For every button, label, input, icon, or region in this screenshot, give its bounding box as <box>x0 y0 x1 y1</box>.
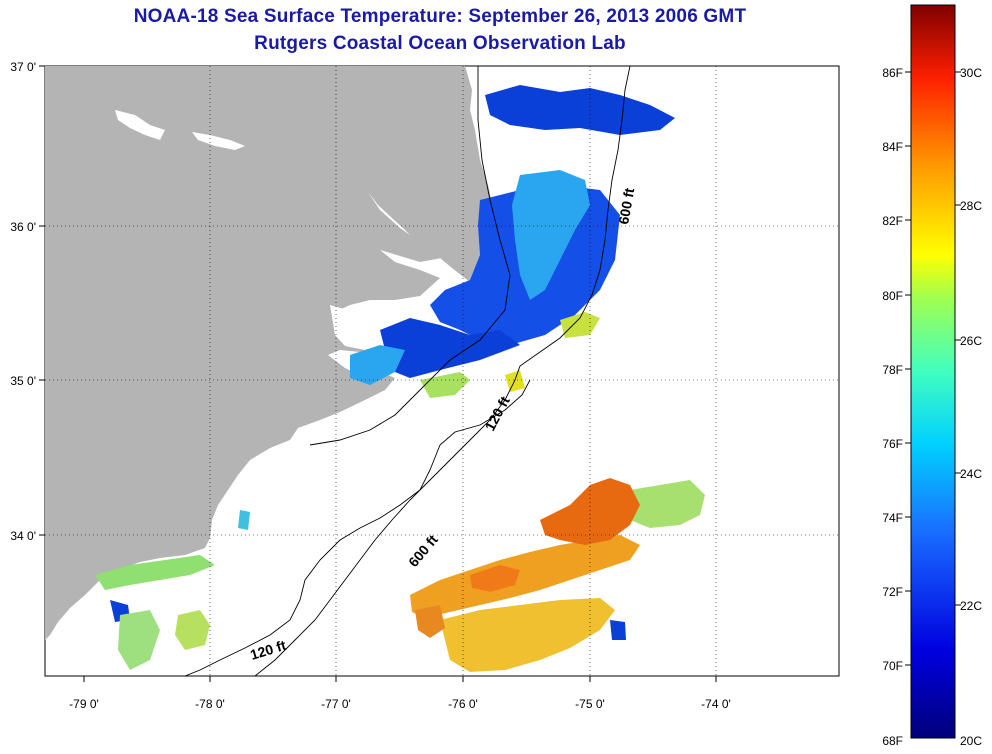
map-title: NOAA-18 Sea Surface Temperature: Septemb… <box>133 6 747 27</box>
colorbar-f-label: 70F <box>882 659 903 673</box>
sst-warm-patches <box>410 535 640 672</box>
colorbar-c-label: 22C <box>960 599 982 613</box>
isobath-lines <box>184 66 631 676</box>
colorbar-f-label: 68F <box>882 734 903 748</box>
colorbar-f-label: 78F <box>882 363 903 377</box>
map-subtitle: Rutgers Coastal Ocean Observation Lab <box>254 33 626 54</box>
lon-label: -79 0' <box>69 697 99 711</box>
lon-label: -76 0' <box>448 697 478 711</box>
colorbar-ticks <box>905 71 961 666</box>
colorbar-c-label: 20C <box>960 734 982 748</box>
lat-label: 35 0' <box>10 374 36 388</box>
axis-ticks <box>39 65 717 682</box>
grid-lines <box>45 66 839 676</box>
sst-mild-patches <box>95 312 705 670</box>
colorbar-f-label: 84F <box>882 140 903 154</box>
lat-label: 37 0' <box>10 60 36 74</box>
sst-cool-patches <box>238 170 590 530</box>
lon-label: -75 0' <box>575 697 605 711</box>
colorbar-f-label: 72F <box>882 585 903 599</box>
lat-label: 36 0' <box>10 220 36 234</box>
colorbar-f-label: 82F <box>882 214 903 228</box>
lon-label: -74 0' <box>701 697 731 711</box>
lon-label: -77 0' <box>321 697 351 711</box>
colorbar-f-label: 86F <box>882 66 903 80</box>
colorbar-f-label: 74F <box>882 511 903 525</box>
colorbar-c-label: 30C <box>960 66 982 80</box>
colorbar-c-label: 26C <box>960 334 982 348</box>
colorbar-c-label: 24C <box>960 467 982 481</box>
colorbar-f-label: 76F <box>882 437 903 451</box>
colorbar-f-label: 80F <box>882 289 903 303</box>
land-mass <box>45 66 500 640</box>
lon-label: -78 0' <box>195 697 225 711</box>
colorbar-c-label: 28C <box>960 199 982 213</box>
colorbar <box>910 4 956 739</box>
isobath-label-north-600: 600 ft <box>615 186 637 225</box>
lat-label: 34 0' <box>10 529 36 543</box>
sst-hot-patches <box>470 478 640 592</box>
